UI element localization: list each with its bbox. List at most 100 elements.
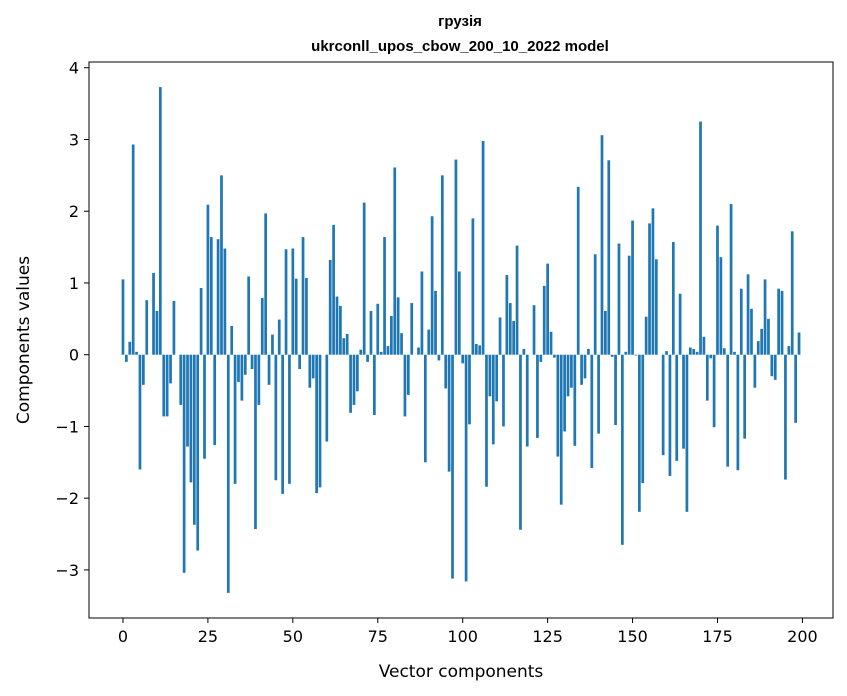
bar — [631, 220, 634, 355]
bar — [573, 354, 577, 446]
bar — [617, 243, 621, 355]
bar — [695, 351, 699, 355]
y-tick-label: −1 — [55, 417, 79, 436]
bar — [512, 320, 516, 355]
x-tick-label: 100 — [447, 627, 478, 646]
bar — [699, 121, 702, 355]
bar — [627, 255, 631, 355]
bar — [423, 354, 427, 463]
bar — [634, 354, 638, 356]
bar — [189, 354, 193, 483]
bar — [362, 202, 366, 355]
bar — [454, 159, 458, 355]
bar — [291, 248, 295, 355]
bar — [515, 245, 519, 355]
bar — [196, 354, 200, 551]
bar — [158, 87, 162, 355]
bar — [756, 341, 760, 355]
bar — [790, 231, 794, 355]
bar — [678, 293, 682, 355]
bar — [532, 305, 536, 355]
bar — [682, 354, 685, 449]
bar — [447, 354, 451, 472]
bar — [356, 354, 359, 392]
bar — [250, 354, 254, 370]
bar — [556, 354, 560, 457]
bar — [457, 271, 461, 355]
bar — [597, 354, 600, 434]
bar — [797, 332, 801, 355]
bar — [366, 354, 369, 362]
bar — [665, 351, 668, 355]
bar — [308, 354, 312, 388]
bar — [780, 290, 784, 355]
bar — [471, 218, 475, 355]
bar — [464, 354, 468, 582]
bar — [257, 354, 261, 405]
bar — [315, 354, 318, 494]
bar — [260, 298, 264, 355]
bar — [508, 303, 512, 355]
bar — [641, 354, 645, 484]
bar — [553, 354, 556, 358]
bar — [284, 249, 288, 355]
bar — [427, 329, 431, 355]
bar — [223, 248, 227, 355]
x-axis-label: Vector components — [379, 662, 544, 682]
bar — [142, 354, 145, 385]
bar — [542, 285, 546, 355]
bar — [162, 354, 166, 417]
bar — [332, 224, 335, 355]
bar — [743, 354, 747, 439]
bar — [638, 354, 641, 512]
bar — [264, 213, 268, 355]
bar — [410, 303, 414, 355]
bar — [393, 167, 397, 355]
bar — [298, 354, 301, 370]
bar — [396, 297, 400, 355]
bar — [593, 254, 597, 355]
y-tick-label: 3 — [69, 130, 79, 149]
bar — [733, 351, 736, 355]
bar — [328, 260, 332, 355]
bar — [383, 237, 386, 355]
bar — [220, 175, 223, 355]
bar — [498, 317, 502, 355]
bar — [495, 354, 499, 402]
bar — [580, 354, 583, 385]
bar — [417, 347, 420, 355]
bar — [192, 354, 196, 525]
bar — [369, 310, 373, 355]
bar — [339, 305, 342, 355]
bar — [311, 354, 315, 379]
y-tick-label: 0 — [69, 346, 79, 365]
bar — [583, 354, 587, 379]
bar — [213, 354, 217, 446]
bar — [243, 354, 247, 375]
bar — [209, 237, 213, 355]
bar — [522, 348, 526, 355]
bar — [437, 354, 441, 361]
bar — [352, 354, 356, 405]
bar — [373, 354, 376, 415]
bar — [770, 354, 774, 377]
bar — [546, 263, 549, 355]
bar — [736, 354, 740, 471]
x-tick-label: 50 — [283, 627, 303, 646]
bar — [787, 346, 791, 355]
bar — [661, 354, 665, 456]
bar — [570, 354, 573, 388]
bar — [491, 354, 495, 445]
bar — [688, 347, 692, 355]
bar — [705, 354, 709, 401]
bar — [644, 316, 648, 355]
bar — [692, 348, 696, 355]
bar — [444, 354, 448, 389]
bar — [301, 237, 305, 355]
bar — [121, 279, 125, 355]
bar — [719, 257, 723, 355]
bar — [651, 208, 655, 355]
bar — [614, 354, 617, 426]
bar — [199, 287, 203, 355]
bar — [712, 354, 716, 428]
